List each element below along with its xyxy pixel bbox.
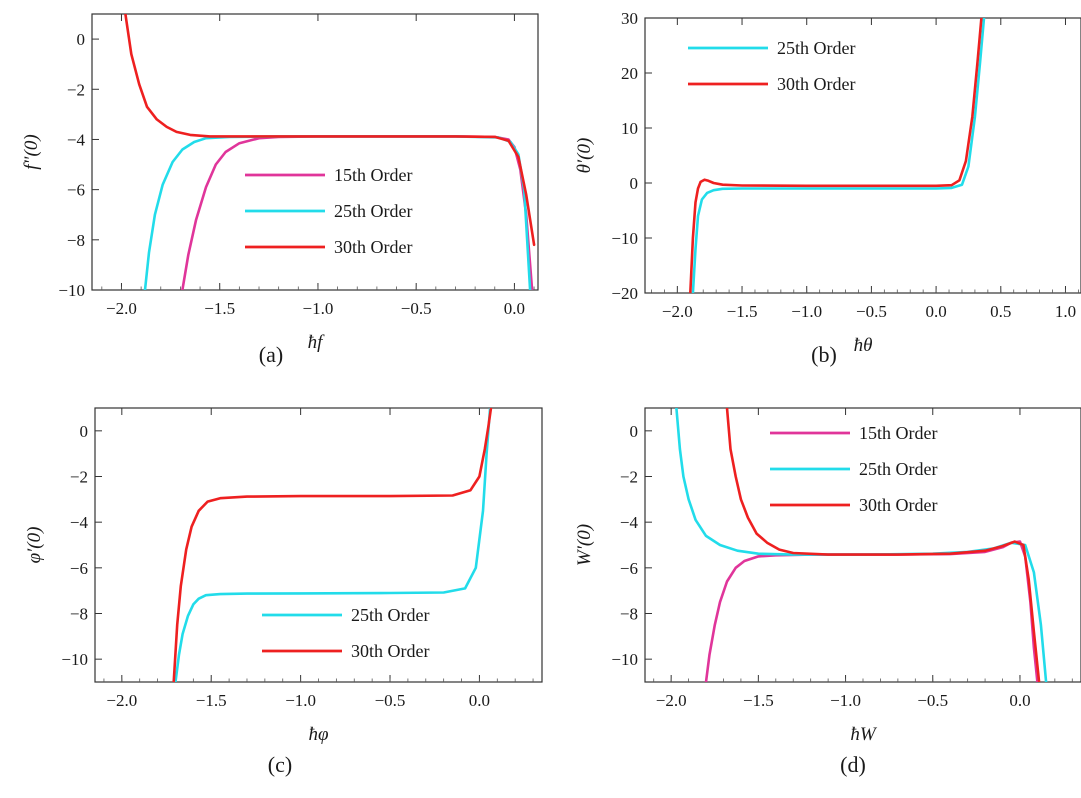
x-tick-label: −1.0	[285, 691, 316, 710]
y-axis-label: θ′(0)	[574, 138, 595, 174]
plot-frame	[94, 407, 543, 683]
x-tick-label: −1.5	[743, 691, 774, 710]
y-tick-label: −6	[67, 181, 85, 200]
y-tick-label: −10	[611, 229, 638, 248]
plot-frame	[644, 407, 1081, 683]
legend-label: 15th Order	[859, 423, 937, 443]
y-tick-label: 0	[80, 422, 89, 441]
y-tick-label: −4	[67, 130, 86, 149]
y-axis-label: W′(0)	[574, 524, 595, 566]
x-tick-label: 0.5	[990, 302, 1011, 321]
y-tick-label: −6	[620, 559, 638, 578]
x-tick-label: −0.5	[917, 691, 948, 710]
y-tick-label: −8	[620, 605, 638, 624]
legend-label: 30th Order	[351, 641, 429, 661]
y-tick-label: −8	[67, 231, 85, 250]
y-tick-label: −4	[620, 513, 639, 532]
panel-a: −2.0 −1.5 −1.0 −0.5 0.0 0 −2 −4 −6 −8 −10 ħf f"(0) 15…	[21, 13, 539, 367]
y-tick-label: 10	[621, 119, 638, 138]
x-tick-label: −1.5	[727, 302, 758, 321]
y-tick-label: −6	[70, 559, 88, 578]
series-line-25th-order	[691, 18, 986, 293]
x-axis-label: ħf	[308, 332, 326, 353]
series-line-30th-order	[172, 408, 493, 682]
y-axis-label: f"(0)	[21, 134, 42, 169]
panel-d: −2.0 −1.5 −1.0 −0.5 0.0 0 −2 −4 −6 −8 −10 ħW W′(0) 15…	[574, 407, 1081, 777]
y-tick-label: 0	[630, 422, 639, 441]
y-tick-label: −10	[58, 281, 85, 300]
legend-label: 25th Order	[351, 605, 429, 625]
x-tick-label: −1.5	[196, 691, 227, 710]
panel-caption: (b)	[811, 342, 837, 367]
x-tick-label: −1.0	[303, 299, 334, 318]
x-tick-label: −2.0	[106, 299, 137, 318]
x-tick-label: −1.5	[204, 299, 235, 318]
x-tick-label: −1.0	[830, 691, 861, 710]
x-tick-label: −2.0	[656, 691, 687, 710]
series-line-15th-order	[704, 540, 1039, 682]
x-axis-label: ħφ	[308, 724, 328, 745]
panel-caption: (c)	[268, 752, 292, 777]
legend-label: 25th Order	[777, 38, 855, 58]
y-tick-label: −10	[611, 650, 638, 669]
x-tick-label: −2.0	[106, 691, 137, 710]
legend-label: 15th Order	[334, 165, 412, 185]
legend-label: 30th Order	[777, 74, 855, 94]
panel-c: −2.0 −1.5 −1.0 −0.5 0.0 0 −2 −4 −6 −8 −10 ħφ φ′(0) 25…	[24, 407, 543, 777]
panel-b: −2.0 −1.5 −1.0 −0.5 0.0 0.5 1.0 30 20 10 0 −10 −20 ħθ…	[574, 9, 1081, 367]
series-line-25th-order	[174, 408, 492, 682]
legend-label: 30th Order	[334, 237, 412, 257]
y-tick-label: 0	[630, 174, 639, 193]
plot-frame	[91, 13, 539, 291]
x-axis-label: ħW	[850, 724, 878, 745]
x-tick-label: −0.5	[375, 691, 406, 710]
y-tick-label: −10	[61, 650, 88, 669]
panel-caption: (a)	[259, 342, 283, 367]
series-line-30th-order	[689, 18, 983, 293]
x-tick-label: 0.0	[925, 302, 946, 321]
y-tick-label: −2	[620, 468, 638, 487]
panel-caption: (d)	[840, 752, 866, 777]
legend-label: 25th Order	[859, 459, 937, 479]
y-tick-label: 30	[621, 9, 638, 28]
x-tick-label: −0.5	[401, 299, 432, 318]
x-tick-label: −0.5	[856, 302, 887, 321]
series-line-30th-order	[124, 14, 536, 247]
y-tick-label: −2	[70, 468, 88, 487]
x-axis-label: ħθ	[854, 335, 873, 356]
legend-label: 30th Order	[859, 495, 937, 515]
x-tick-label: 1.0	[1055, 302, 1076, 321]
x-tick-label: 0.0	[1009, 691, 1030, 710]
x-tick-label: 0.0	[504, 299, 525, 318]
plot-frame	[644, 17, 1081, 294]
x-tick-label: −2.0	[662, 302, 693, 321]
y-tick-label: 20	[621, 64, 638, 83]
y-tick-label: −2	[67, 80, 85, 99]
legend-label: 25th Order	[334, 201, 412, 221]
series-line-30th-order	[725, 408, 1041, 682]
x-tick-label: 0.0	[469, 691, 490, 710]
x-tick-label: −1.0	[791, 302, 822, 321]
series-line-25th-order	[675, 408, 1048, 682]
y-tick-label: 0	[77, 30, 86, 49]
y-axis-label: φ′(0)	[24, 527, 45, 564]
y-tick-label: −4	[70, 513, 89, 532]
y-tick-label: −8	[70, 605, 88, 624]
y-tick-label: −20	[611, 284, 638, 303]
